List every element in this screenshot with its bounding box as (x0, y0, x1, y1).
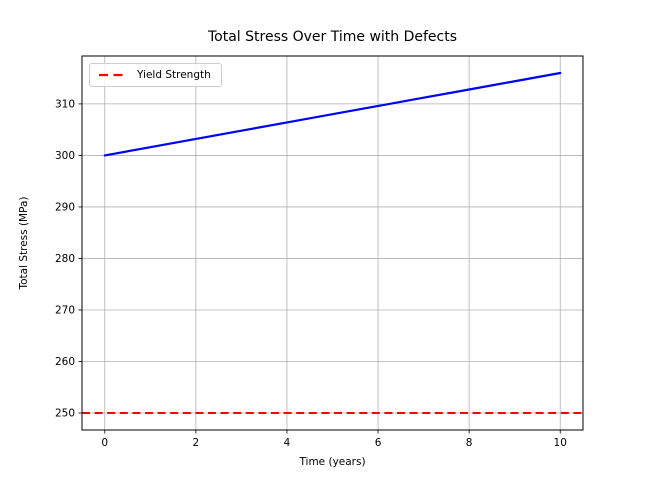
x-tick-label: 4 (284, 437, 291, 449)
x-tick-label: 10 (554, 437, 567, 449)
series-total-stress (103, 71, 562, 157)
y-tick-label: 300 (55, 150, 75, 162)
x-axis-label: Time (years) (299, 456, 366, 468)
legend-entry-label: Yield Strength (137, 69, 211, 81)
y-tick-label: 310 (55, 99, 75, 111)
y-tick-label: 250 (55, 408, 75, 420)
chart-title: Total Stress Over Time with Defects (207, 29, 458, 45)
y-tick-label: 280 (55, 253, 75, 265)
plot-border (81, 55, 584, 431)
legend: Yield Strength (89, 63, 222, 87)
x-tick-label: 6 (375, 437, 382, 449)
x-tick-label: 2 (193, 437, 200, 449)
x-tick-label: 0 (101, 437, 108, 449)
y-tick-label: 260 (55, 356, 75, 368)
legend-sample-line (98, 69, 128, 81)
y-tick-label: 290 (55, 202, 75, 214)
x-tick-label: 8 (466, 437, 473, 449)
y-tick-label: 270 (55, 305, 75, 317)
